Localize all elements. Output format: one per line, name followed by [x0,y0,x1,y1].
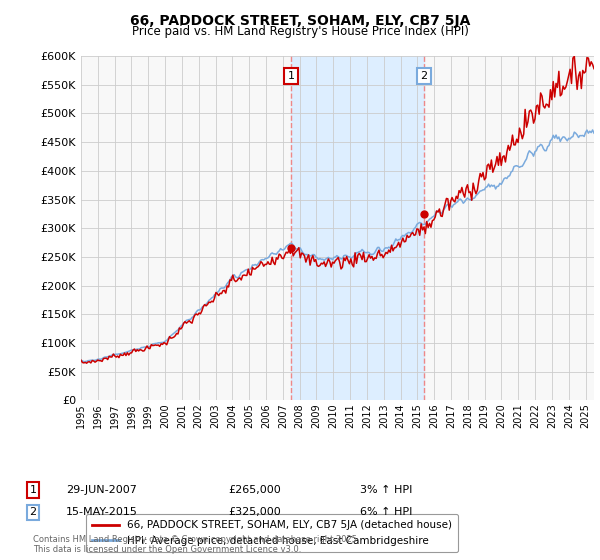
Bar [291,56,424,400]
Text: 6% ↑ HPI: 6% ↑ HPI [360,507,412,517]
Text: £325,000: £325,000 [228,507,281,517]
Text: Price paid vs. HM Land Registry's House Price Index (HPI): Price paid vs. HM Land Registry's House … [131,25,469,38]
Text: 2: 2 [29,507,37,517]
Text: £265,000: £265,000 [228,485,281,495]
Legend: 66, PADDOCK STREET, SOHAM, ELY, CB7 5JA (detached house), HPI: Average price, de: 66, PADDOCK STREET, SOHAM, ELY, CB7 5JA … [86,514,458,552]
Text: 1: 1 [287,71,295,81]
Text: 29-JUN-2007: 29-JUN-2007 [66,485,137,495]
Text: Contains HM Land Registry data © Crown copyright and database right 2025.
This d: Contains HM Land Registry data © Crown c… [33,535,359,554]
Text: 15-MAY-2015: 15-MAY-2015 [66,507,138,517]
Text: 66, PADDOCK STREET, SOHAM, ELY, CB7 5JA: 66, PADDOCK STREET, SOHAM, ELY, CB7 5JA [130,14,470,28]
Text: 1: 1 [29,485,37,495]
Text: 3% ↑ HPI: 3% ↑ HPI [360,485,412,495]
Text: 2: 2 [420,71,427,81]
